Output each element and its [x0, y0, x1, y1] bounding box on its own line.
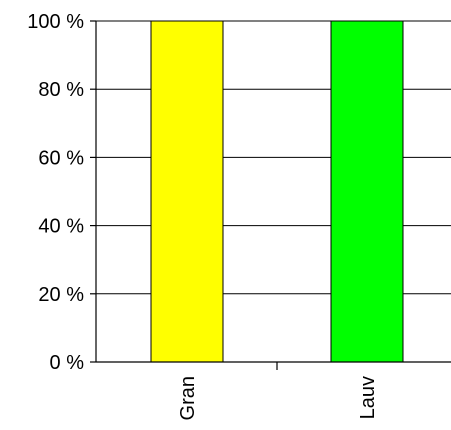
y-tick-label: 20 % [38, 284, 84, 306]
y-tick-label: 80 % [38, 79, 84, 101]
y-tick-label: 100 % [27, 11, 84, 33]
y-tick-label: 40 % [38, 216, 84, 238]
y-tick-label: 0 % [50, 352, 85, 374]
x-category-label: Gran [177, 376, 199, 420]
x-category-label: Lauv [357, 376, 379, 419]
x-ticks: Gran Lauv [177, 362, 379, 420]
bar-lauv [330, 20, 404, 363]
bar-gran [150, 20, 224, 363]
y-ticks: 0 % 20 % 40 % 60 % 80 % 100 % [27, 11, 96, 374]
y-tick-label: 60 % [38, 147, 84, 169]
bars [150, 20, 404, 363]
